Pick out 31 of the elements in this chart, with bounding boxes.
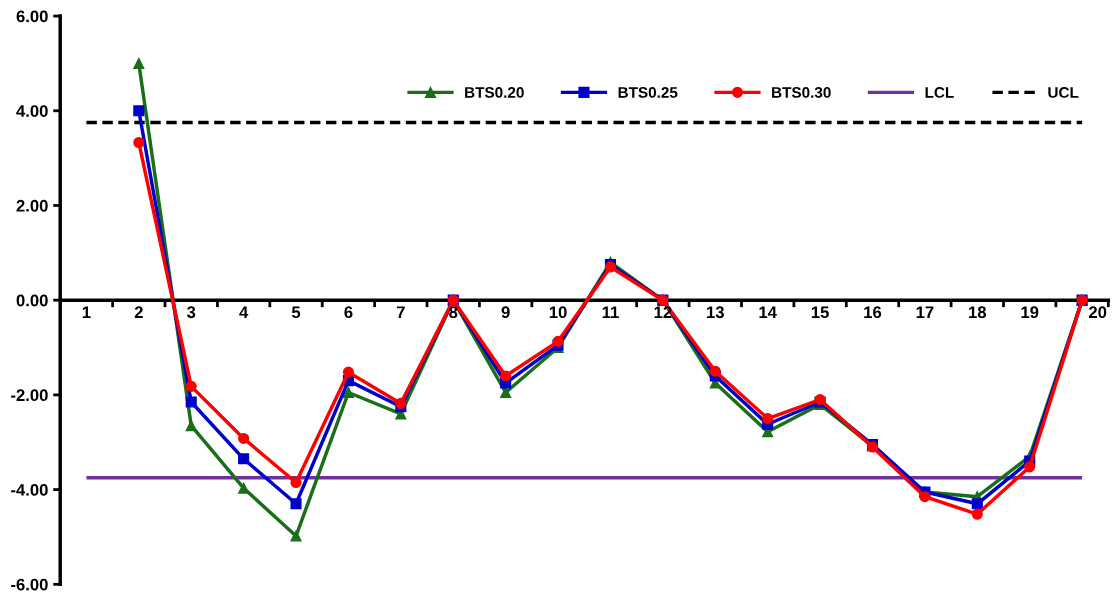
legend-label: UCL bbox=[1048, 87, 1079, 98]
x-tick-label: 1 bbox=[82, 306, 91, 318]
x-tick-label: 3 bbox=[186, 306, 196, 319]
legend-label: BTS0.20 bbox=[465, 87, 524, 98]
x-tick-label: 11 bbox=[602, 306, 619, 318]
x-tick-label: 14 bbox=[759, 306, 777, 318]
legend-label: BTS0.30 bbox=[772, 87, 831, 98]
x-tick-label: 19 bbox=[1021, 306, 1039, 319]
legend-label: LCL bbox=[925, 87, 954, 98]
x-tick-label: 7 bbox=[396, 306, 405, 318]
x-tick-label: 9 bbox=[501, 306, 510, 319]
y-tick-label: -6.00 bbox=[11, 578, 48, 591]
x-tick-label: 10 bbox=[549, 306, 567, 319]
x-tick-label: 20 bbox=[1088, 306, 1107, 319]
x-tick-label: 6 bbox=[344, 306, 353, 319]
x-tick-label: 4 bbox=[239, 306, 249, 318]
x-tick-label: 5 bbox=[291, 306, 301, 319]
y-tick-label: 4.00 bbox=[16, 105, 48, 117]
y-tick-label: -4.00 bbox=[11, 483, 48, 496]
y-tick-label: 0.00 bbox=[16, 294, 48, 307]
legend-label: BTS0.25 bbox=[618, 87, 678, 98]
y-tick-label: 2.00 bbox=[16, 199, 48, 212]
x-tick-label: 15 bbox=[811, 306, 829, 319]
x-tick-label: 16 bbox=[864, 306, 882, 319]
x-tick-label: 17 bbox=[916, 306, 934, 318]
x-tick-label: 18 bbox=[969, 306, 987, 319]
x-tick-label: 13 bbox=[707, 306, 724, 319]
y-tick-label: 6.00 bbox=[16, 10, 48, 23]
y-tick-label: -2.00 bbox=[11, 389, 48, 402]
x-tick-label: 8 bbox=[449, 306, 458, 319]
x-tick-label: 2 bbox=[134, 306, 143, 318]
